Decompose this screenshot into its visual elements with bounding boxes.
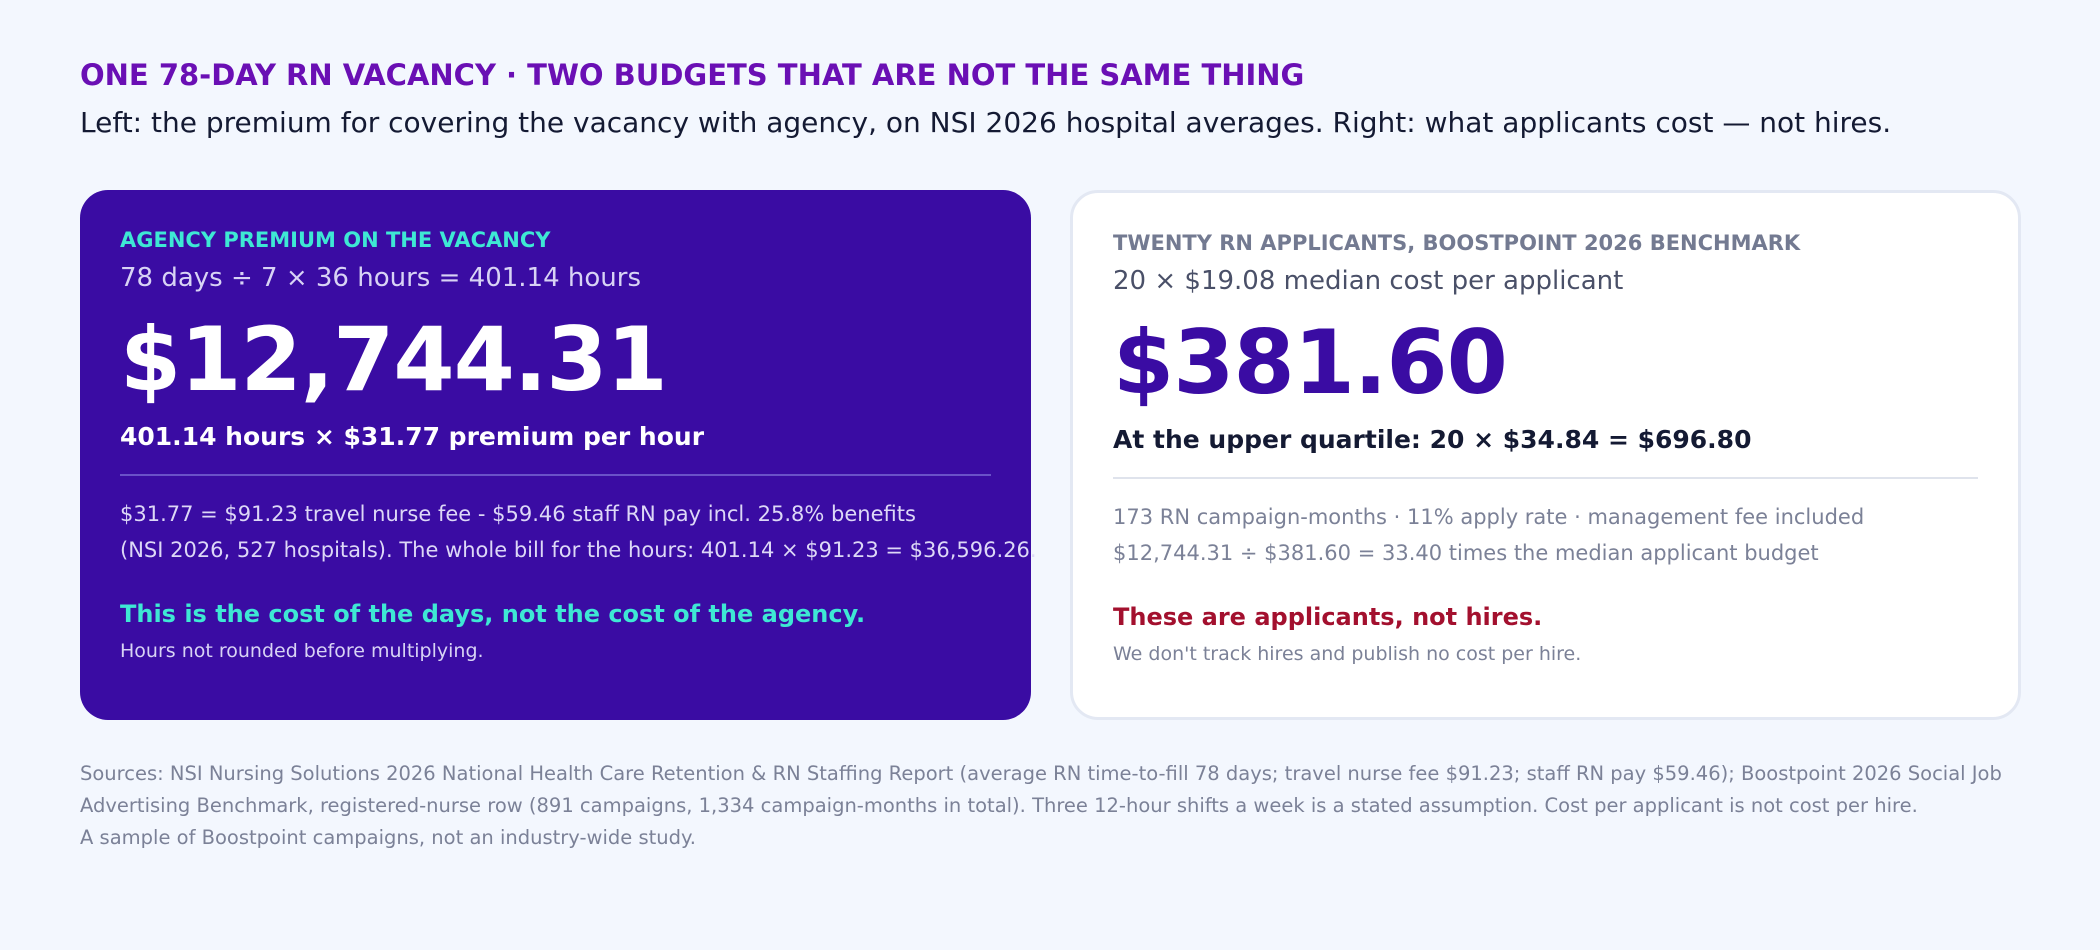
card-label: AGENCY PREMIUM ON THE VACANCY: [120, 228, 551, 252]
card-notes: 173 RN campaign-months · 11% apply rate …: [1113, 499, 1864, 571]
card-note-line: (NSI 2026, 527 hospitals). The whole bil…: [120, 538, 1037, 562]
page-subtitle: Left: the premium for covering the vacan…: [80, 106, 1892, 139]
applicant-cost-card: TWENTY RN APPLICANTS, BOOSTPOINT 2026 BE…: [1070, 190, 2021, 720]
card-footnote: Hours not rounded before multiplying.: [120, 640, 484, 662]
card-detail: At the upper quartile: 20 × $34.84 = $69…: [1113, 425, 1752, 454]
page-eyebrow: ONE 78-DAY RN VACANCY · TWO BUDGETS THAT…: [80, 58, 1305, 92]
agency-premium-card: AGENCY PREMIUM ON THE VACANCY 78 days ÷ …: [80, 190, 1037, 720]
card-divider: [120, 474, 991, 476]
card-note-line: $12,744.31 ÷ $381.60 = 33.40 times the m…: [1113, 541, 1819, 565]
card-footnote: We don't track hires and publish no cost…: [1113, 643, 1582, 665]
card-callout: These are applicants, not hires.: [1113, 603, 1543, 631]
card-amount: $381.60: [1113, 311, 1508, 414]
card-note-line: $31.77 = $91.23 travel nurse fee - $59.4…: [120, 502, 916, 526]
sources-line: A sample of Boostpoint campaigns, not an…: [80, 826, 696, 849]
card-notes: $31.77 = $91.23 travel nurse fee - $59.4…: [120, 496, 1037, 568]
card-formula: 20 × $19.08 median cost per applicant: [1113, 266, 1624, 296]
card-amount: $12,744.31: [120, 308, 668, 411]
sources-line: Sources: NSI Nursing Solutions 2026 Nati…: [80, 762, 2002, 785]
card-callout: This is the cost of the days, not the co…: [120, 600, 866, 628]
card-detail: 401.14 hours × $31.77 premium per hour: [120, 422, 705, 451]
card-note-line: 173 RN campaign-months · 11% apply rate …: [1113, 505, 1865, 529]
card-divider: [1113, 477, 1978, 479]
sources-footnote: Sources: NSI Nursing Solutions 2026 Nati…: [80, 758, 2040, 854]
sources-line: Advertising Benchmark, registered-nurse …: [80, 794, 1918, 817]
card-formula: 78 days ÷ 7 × 36 hours = 401.14 hours: [120, 263, 641, 293]
card-label: TWENTY RN APPLICANTS, BOOSTPOINT 2026 BE…: [1113, 231, 1801, 255]
